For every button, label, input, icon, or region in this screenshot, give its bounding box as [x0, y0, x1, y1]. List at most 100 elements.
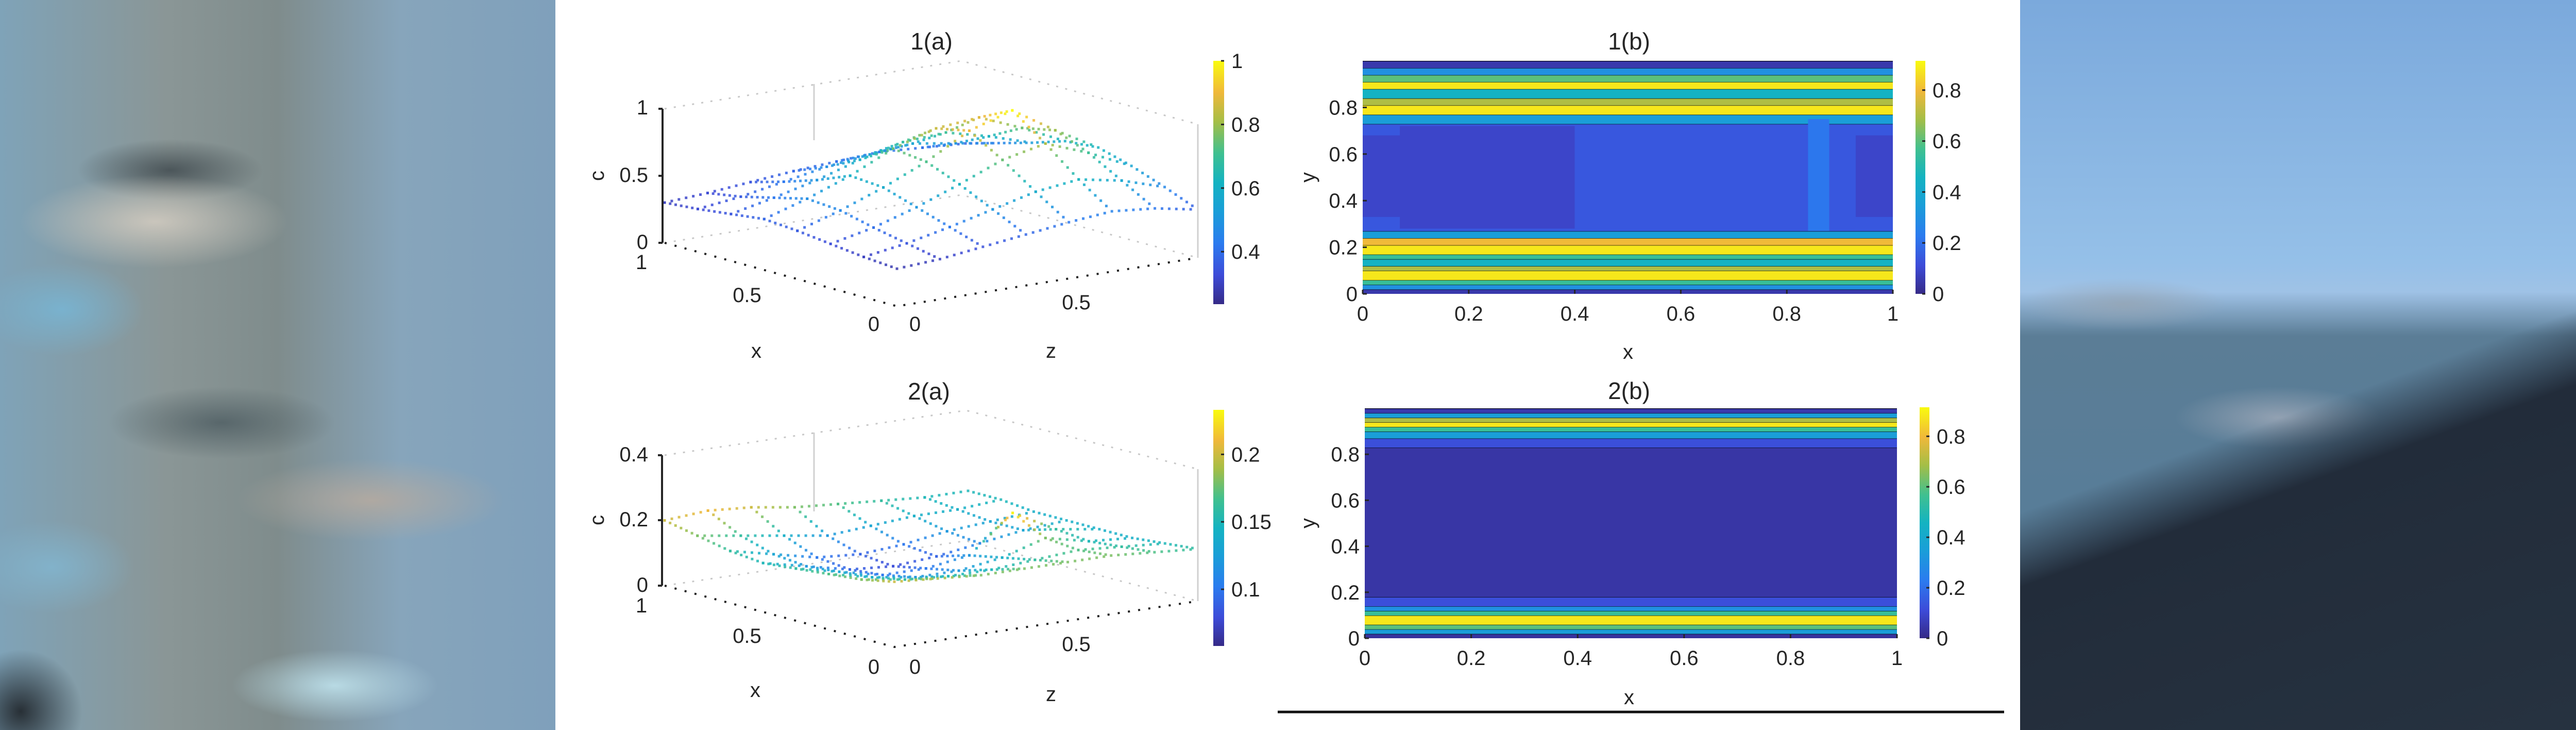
mesh-point: [960, 141, 963, 144]
mesh-point: [1131, 188, 1134, 191]
mesh-point: [1034, 190, 1037, 193]
mesh-point: [745, 195, 748, 198]
mesh-point: [856, 170, 859, 173]
mesh-point: [1035, 131, 1038, 134]
mesh-point: [900, 148, 903, 152]
mesh-point: [993, 134, 996, 137]
mesh-point: [893, 216, 896, 219]
mesh-point: [1081, 523, 1084, 526]
mesh-point: [996, 518, 999, 521]
mesh-point: [803, 226, 806, 229]
y-tick-label: 0.8: [1331, 443, 1360, 466]
mesh-point: [1059, 561, 1062, 565]
z-axis-label: z: [1046, 340, 1056, 362]
mesh-point: [774, 222, 777, 225]
mesh-point: [897, 146, 900, 149]
mesh-point: [1076, 527, 1079, 530]
mesh-point: [1054, 516, 1057, 519]
mesh-point: [957, 569, 960, 572]
mesh-point: [1037, 540, 1040, 543]
mesh-point: [854, 157, 857, 160]
mesh-point: [1004, 130, 1007, 134]
mesh-point: [925, 160, 928, 163]
mesh-point: [810, 566, 814, 569]
mesh-point: [1003, 141, 1006, 144]
mesh-point: [971, 138, 974, 141]
mesh-point: [862, 526, 865, 529]
mesh-point: [1016, 504, 1019, 507]
mesh-point: [899, 196, 902, 199]
mesh-point: [998, 205, 1002, 208]
mesh-point: [842, 506, 845, 509]
mesh-point: [736, 550, 739, 553]
mesh-point: [844, 554, 848, 557]
mesh-point: [973, 554, 976, 557]
mesh-point: [931, 577, 934, 580]
mesh-point: [859, 572, 862, 575]
z-tick-label: 0.5: [1062, 633, 1091, 656]
mesh-point: [848, 160, 851, 163]
mesh-point: [1124, 161, 1127, 164]
mesh-point: [1098, 178, 1101, 181]
mesh-point: [913, 566, 917, 569]
mesh-point: [927, 512, 930, 516]
mesh-point: [1072, 172, 1075, 175]
z-tick-label: 0.5: [1062, 291, 1091, 314]
mesh-point: [1049, 148, 1053, 151]
mesh-point: [838, 570, 841, 573]
mesh-point: [832, 176, 835, 179]
mesh-point: [951, 576, 954, 579]
mesh-point: [1041, 141, 1044, 144]
mesh-point: [1154, 207, 1157, 210]
mesh-point: [816, 178, 819, 181]
mesh-point: [994, 112, 997, 115]
mesh-point: [934, 231, 937, 234]
colorbar-tick-label: 0.1: [1231, 578, 1260, 601]
mesh-point: [829, 503, 833, 506]
mesh-point: [914, 578, 918, 582]
mesh-point: [810, 552, 813, 555]
mesh-point: [870, 161, 873, 164]
mesh-point: [853, 201, 856, 204]
mesh-point: [1120, 534, 1123, 537]
mesh-point: [938, 494, 941, 497]
mesh-point: [986, 204, 989, 207]
mesh-point: [1087, 540, 1090, 543]
mesh-point: [1008, 156, 1011, 159]
mesh-point: [846, 205, 849, 208]
mesh-point: [785, 171, 788, 174]
mesh-point: [1104, 542, 1107, 545]
x-tick-label: 0: [1359, 647, 1370, 670]
mesh-point: [835, 244, 838, 247]
mesh-point: [994, 571, 997, 574]
mesh-point: [877, 156, 880, 159]
mesh-point: [899, 563, 902, 566]
mesh-point: [750, 506, 753, 509]
mesh-point: [1045, 201, 1048, 204]
mesh-point: [843, 566, 846, 569]
mesh-point: [952, 554, 955, 557]
mesh-point: [909, 578, 912, 581]
mesh-point: [826, 534, 829, 537]
colorbar-tick-label: 0.4: [1231, 241, 1260, 263]
mesh-point: [1147, 550, 1150, 553]
mesh-point: [1029, 147, 1032, 151]
mesh-point: [896, 143, 899, 146]
mesh-point: [916, 496, 919, 500]
mesh-point: [905, 516, 908, 519]
mesh-point: [1015, 550, 1018, 553]
heatmap-band: [1365, 615, 1897, 625]
mesh-point: [1010, 502, 1013, 505]
mesh-point: [945, 504, 948, 507]
mesh-point: [772, 553, 775, 556]
mesh-point: [1088, 557, 1091, 560]
mesh-point: [914, 576, 917, 579]
mesh-point: [1016, 516, 1020, 519]
chart-1a-mesh: [663, 109, 1194, 270]
x-tick-label: 1: [636, 594, 647, 617]
mesh-point: [969, 574, 972, 577]
mesh-point: [1096, 213, 1099, 217]
mesh-point: [1006, 202, 1009, 205]
mesh-point: [986, 142, 989, 145]
mesh-point: [1182, 208, 1185, 211]
